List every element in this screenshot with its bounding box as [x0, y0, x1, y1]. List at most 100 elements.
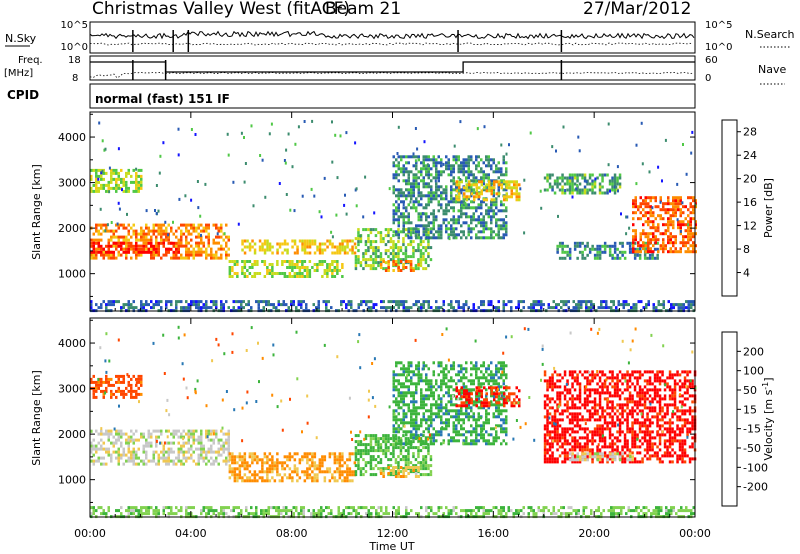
echo-cell — [306, 455, 309, 459]
echo-cell — [200, 247, 203, 251]
echo-cell — [425, 173, 428, 177]
echo-cell — [177, 256, 180, 260]
echo-cell — [490, 158, 493, 162]
echo-cell — [115, 395, 118, 399]
echo-cell — [633, 253, 637, 257]
echo-cell — [425, 394, 428, 398]
echo-cell — [261, 464, 264, 468]
echo-cell — [306, 470, 309, 474]
echo-cell — [445, 409, 448, 413]
echo-cell — [216, 232, 219, 236]
echo-cell — [437, 236, 440, 240]
echo-cell — [293, 242, 297, 246]
echo-cell — [601, 250, 604, 254]
echo-cell — [578, 191, 581, 195]
echo-cell — [185, 250, 188, 254]
echo-cell — [177, 456, 180, 460]
echo-cell — [502, 370, 505, 374]
echo-cell — [427, 246, 430, 250]
echo-cell — [468, 183, 471, 187]
echo-cell — [152, 453, 155, 457]
echo-cell — [107, 253, 110, 257]
echo-cell — [384, 455, 388, 459]
echo-cell — [415, 373, 418, 377]
echo-cell — [642, 232, 645, 236]
echo-cell — [482, 439, 485, 443]
echo-cell — [357, 306, 360, 310]
echo-cell — [92, 189, 95, 193]
echo-cell — [617, 303, 620, 307]
echo-cell — [331, 275, 334, 278]
echo-cell — [497, 412, 500, 416]
echo-cell — [258, 458, 262, 462]
echo-cell — [130, 435, 133, 439]
echo-cell — [472, 403, 475, 407]
echo-cell — [627, 303, 630, 307]
echo-cell — [662, 300, 665, 304]
echo-cell — [485, 189, 488, 193]
echo-cell — [369, 240, 373, 244]
echo-cell — [137, 438, 140, 442]
echo-cell — [338, 248, 342, 252]
echo-cell — [97, 456, 100, 460]
echo-cell — [346, 245, 349, 249]
echo-cell — [475, 218, 478, 222]
echo-cell — [667, 235, 670, 239]
echo-cell — [145, 250, 148, 254]
echo-cell — [192, 438, 195, 442]
echo-cell — [344, 193, 346, 197]
echo-cell — [92, 238, 95, 242]
echo-cell — [125, 180, 128, 184]
echo-cell — [160, 226, 163, 230]
echo-cell — [414, 458, 418, 462]
echo-cell — [162, 447, 165, 451]
echo-cell — [200, 253, 203, 257]
echo-cell — [500, 424, 503, 428]
echo-cell — [407, 234, 410, 238]
echo-cell — [125, 459, 128, 463]
echo-cell — [150, 229, 153, 233]
echo-cell — [293, 272, 297, 275]
echo-cell — [672, 199, 675, 203]
echo-cell — [187, 441, 190, 445]
echo-cell — [306, 452, 309, 456]
echo-cell — [648, 170, 651, 174]
echo-cell — [480, 236, 483, 240]
echo-cell — [420, 303, 423, 307]
echo-cell — [571, 188, 574, 192]
echo-cell — [267, 300, 270, 304]
echo-cell — [357, 467, 360, 471]
echo-cell — [422, 167, 425, 171]
echo-cell — [497, 218, 500, 222]
echo-cell — [470, 382, 473, 386]
echo-cell — [312, 303, 315, 307]
echo-cell — [644, 202, 647, 206]
echo-cell — [341, 458, 344, 462]
echo-cell — [367, 443, 370, 447]
echo-cell — [112, 186, 115, 190]
echo-cell — [132, 232, 135, 236]
echo-cell — [682, 220, 685, 224]
echo-cell — [407, 403, 410, 407]
echo-cell — [335, 213, 338, 217]
echo-cell — [427, 221, 430, 225]
echo-cell — [293, 467, 297, 471]
echo-cell — [225, 432, 228, 436]
echo-cell — [410, 236, 413, 240]
echo-cell — [427, 430, 430, 434]
echo-cell — [165, 441, 168, 445]
echo-cell — [205, 456, 208, 460]
echo-cell — [419, 252, 423, 256]
echo-cell — [152, 303, 155, 307]
echo-cell — [105, 189, 108, 193]
echo-cell — [487, 215, 490, 219]
echo-cell — [625, 232, 628, 236]
echo-cell — [400, 194, 403, 198]
echo-cell — [608, 253, 612, 257]
echo-cell — [397, 246, 400, 250]
echo-cell — [233, 467, 237, 471]
echo-cell — [167, 223, 170, 227]
echo-cell — [132, 250, 135, 254]
echo-cell — [147, 241, 150, 245]
echo-cell — [270, 122, 273, 126]
